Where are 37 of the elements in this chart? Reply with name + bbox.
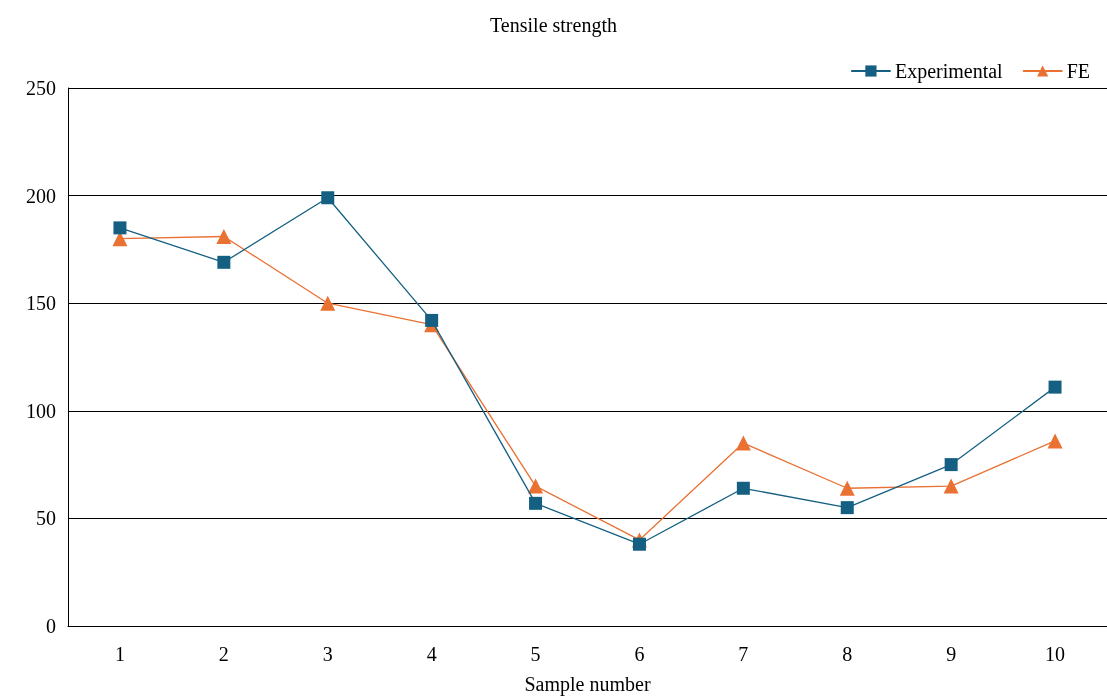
x-tick-label: 5 <box>530 643 541 665</box>
point <box>943 478 959 494</box>
x-tick-label: 1 <box>114 643 125 665</box>
legend-label: Experimental <box>894 60 1004 83</box>
point <box>528 478 544 494</box>
point <box>113 221 127 235</box>
y-tick-label: 250 <box>26 77 56 99</box>
point <box>840 501 854 515</box>
y-tick-label: 100 <box>26 399 56 422</box>
x-tick-label: 6 <box>634 643 645 665</box>
x-tick-label: 2 <box>218 643 229 665</box>
x-tick-label: 7 <box>738 643 749 665</box>
x-tick-label: 10 <box>1045 643 1066 665</box>
legend-label: FE <box>1066 60 1090 82</box>
y-tick-label: 200 <box>26 184 56 207</box>
point <box>321 191 335 205</box>
x-tick-label: 3 <box>322 643 333 665</box>
x-tick-label: 9 <box>946 643 957 665</box>
y-tick-label: 50 <box>36 507 56 530</box>
point <box>425 313 439 327</box>
x-axis-title: Sample number <box>524 673 651 696</box>
point <box>216 228 232 244</box>
point <box>944 458 958 472</box>
point <box>632 537 646 551</box>
y-tick-label: 0 <box>46 615 56 637</box>
x-tick-label: 8 <box>842 643 853 665</box>
x-tick-label: 4 <box>426 643 437 665</box>
point <box>1048 380 1062 394</box>
point <box>217 255 231 269</box>
point <box>736 481 750 495</box>
y-tick-label: 150 <box>26 292 56 315</box>
point <box>529 496 543 510</box>
point <box>1047 433 1063 449</box>
chart-title: Tensile strength <box>490 14 617 37</box>
point <box>839 480 855 496</box>
point <box>320 295 336 311</box>
point <box>735 435 751 451</box>
